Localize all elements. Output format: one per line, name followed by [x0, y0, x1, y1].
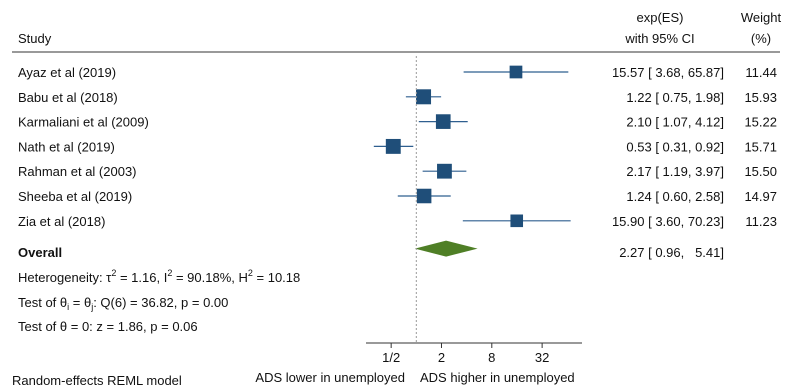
- study-row: Sheeba et al (2019) 1.24 [ 0.60, 2.58] 14.…: [18, 188, 777, 204]
- study-ci-text: 2.10 [ 1.07, 4.12]: [626, 115, 724, 130]
- heterogeneity-text: Heterogeneity: τ2 = 1.16, I2 = 90.18%, H…: [18, 268, 300, 285]
- study-ci-text: 0.53 [ 0.31, 0.92]: [626, 139, 724, 154]
- study-name: Nath et al (2019): [18, 139, 115, 154]
- right-direction-label: ADS higher in unemployed: [420, 370, 575, 385]
- study-name: Ayaz et al (2019): [18, 65, 116, 80]
- study-weight: 15.71: [744, 139, 777, 154]
- x-tick-label: 2: [438, 350, 445, 365]
- study-weight: 14.97: [744, 189, 777, 204]
- study-row: Rahman et al (2003) 2.17 [ 1.19, 3.97] 15.…: [18, 163, 777, 179]
- study-weight: 11.44: [745, 65, 777, 80]
- study-marker: [416, 188, 432, 204]
- study-weight: 15.50: [744, 164, 777, 179]
- header-ci: with 95% CI: [624, 31, 694, 46]
- left-direction-label: ADS lower in unemployed: [255, 370, 405, 385]
- study-name: Sheeba et al (2019): [18, 189, 132, 204]
- test-zero-text: Test of θ = 0: z = 1.86, p = 0.06: [18, 319, 198, 334]
- study-row: Zia et al (2018) 15.90 [ 3.60, 70.23] 11.2…: [18, 214, 777, 229]
- study-ci-text: 15.57 [ 3.68, 65.87]: [612, 65, 724, 80]
- study-row: Babu et al (2018) 1.22 [ 0.75, 1.98] 15.93: [18, 89, 777, 105]
- model-label: Random-effects REML model: [12, 373, 182, 388]
- header-es: exp(ES): [637, 10, 684, 25]
- study-row: Ayaz et al (2019) 15.57 [ 3.68, 65.87] 11.…: [18, 65, 777, 80]
- overall-ci-text: 2.27 [ 0.96, 5.41]: [619, 245, 724, 260]
- overall-diamond: [414, 240, 478, 257]
- test-equal-text: Test of θi = θj: Q(6) = 36.82, p = 0.00: [18, 295, 228, 312]
- study-weight: 11.23: [745, 214, 777, 229]
- study-weight: 15.93: [744, 90, 777, 105]
- x-tick-label: 32: [535, 350, 549, 365]
- study-name: Karmaliani et al (2009): [18, 115, 149, 130]
- header-study: Study: [18, 31, 52, 46]
- study-ci-text: 2.17 [ 1.19, 3.97]: [626, 164, 724, 179]
- header-weight-unit: (%): [751, 31, 771, 46]
- study-marker: [510, 214, 524, 228]
- study-marker: [435, 114, 451, 129]
- study-marker: [509, 65, 523, 79]
- study-row: Karmaliani et al (2009) 2.10 [ 1.07, 4.12…: [18, 114, 777, 130]
- study-name: Babu et al (2018): [18, 90, 118, 105]
- study-ci-text: 1.24 [ 0.60, 2.58]: [626, 189, 724, 204]
- study-marker: [437, 163, 452, 179]
- study-marker: [416, 89, 432, 105]
- study-marker: [385, 138, 401, 154]
- study-ci-text: 1.22 [ 0.75, 1.98]: [626, 90, 724, 105]
- overall-label: Overall: [18, 245, 62, 260]
- study-weight: 15.22: [744, 115, 777, 130]
- study-name: Zia et al (2018): [18, 214, 105, 229]
- study-row: Nath et al (2019) 0.53 [ 0.31, 0.92] 15.71: [18, 138, 777, 154]
- study-name: Rahman et al (2003): [18, 164, 137, 179]
- header-weight: Weight: [741, 10, 782, 25]
- x-tick-label: 8: [488, 350, 495, 365]
- x-tick-label: 1/2: [382, 350, 400, 365]
- study-ci-text: 15.90 [ 3.60, 70.23]: [612, 214, 724, 229]
